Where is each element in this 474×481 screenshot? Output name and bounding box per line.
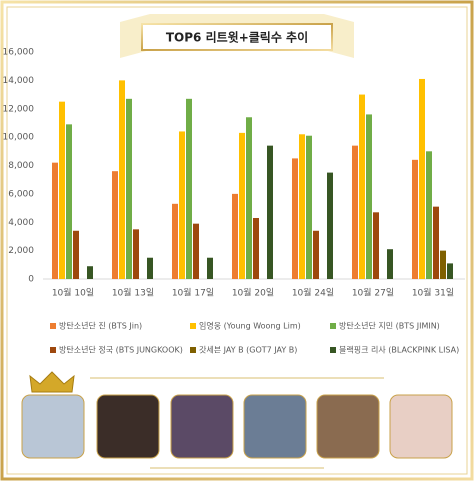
y-tick-label: 8,000: [8, 161, 34, 171]
bar: [73, 230, 79, 279]
bar: [119, 80, 125, 279]
bar: [126, 98, 132, 279]
y-tick-label: 4,000: [8, 218, 34, 228]
bar: [186, 98, 192, 279]
bar: [366, 114, 372, 279]
crown: [29, 371, 75, 393]
legend-label: 방탄소년단 정국 (BTS JUNGKOOK): [59, 345, 183, 355]
bar: [419, 78, 425, 279]
title-banner: [120, 14, 354, 58]
bar: [59, 101, 65, 279]
bar: [327, 172, 333, 279]
y-tick-label: 2,000: [8, 246, 34, 256]
bar: [306, 135, 312, 279]
bar: [299, 134, 305, 279]
bar: [426, 151, 432, 279]
bar: [66, 124, 72, 279]
y-tick-label: 6,000: [8, 189, 34, 199]
legend-swatch: [190, 347, 196, 353]
bar: [87, 266, 93, 279]
bar: [359, 94, 365, 279]
bar: [207, 257, 213, 279]
bar: [133, 229, 139, 279]
bar: [373, 212, 379, 279]
y-tick-label: 0: [28, 275, 34, 285]
photo: [170, 394, 234, 459]
y-tick-label: 10,000: [3, 133, 35, 143]
bar: [179, 131, 185, 279]
bar: [267, 145, 273, 279]
bar: [239, 132, 245, 279]
bar: [52, 162, 58, 279]
chart-title: TOP6 리트윗+클릭수 추이: [166, 30, 308, 45]
bar: [253, 217, 259, 279]
legend-swatch: [330, 323, 336, 329]
y-tick-label: 12,000: [3, 104, 35, 114]
bar: [352, 145, 358, 279]
legend-label: 방탄소년단 지민 (BTS JIMIN): [339, 321, 440, 331]
x-tick-label: 10월 17일: [172, 287, 214, 299]
x-tick-label: 10월 10일: [52, 287, 94, 299]
bar: [232, 193, 238, 279]
legend-swatch: [190, 323, 196, 329]
divider: [90, 377, 384, 469]
x-tick-label: 10월 13일: [112, 287, 154, 299]
photo: [21, 394, 85, 459]
bar: [412, 159, 418, 279]
y-tick-label: 14,000: [3, 76, 35, 86]
bar: [172, 203, 178, 279]
x-tick-label: 10월 24일: [292, 287, 334, 299]
legend-swatch: [50, 347, 56, 353]
bar: [147, 257, 153, 279]
x-tick-label: 10월 27일: [352, 287, 394, 299]
bar: [447, 263, 453, 279]
photo: [243, 394, 307, 459]
legend-swatch: [330, 347, 336, 353]
photo: [316, 394, 380, 459]
legend: 방탄소년단 진 (BTS Jin) 임영웅 (Young Woong Lim) 방탄…: [50, 321, 459, 355]
x-tick-label: 10월 31일: [412, 287, 454, 299]
bar: [246, 117, 252, 279]
legend-label: 블랙핑크 리사 (BLACKPINK LISA): [339, 345, 459, 355]
photo: [96, 394, 160, 459]
photo: [389, 394, 453, 459]
photos: [21, 394, 453, 459]
legend-label: 방탄소년단 진 (BTS Jin): [59, 321, 142, 331]
bar: [387, 249, 393, 279]
frame-inner: [6, 6, 468, 475]
y-tick-label: 16,000: [3, 48, 35, 58]
bar: [313, 230, 319, 279]
bar: [292, 158, 298, 279]
legend-label: 갓세븐 JAY B (GOT7 JAY B): [199, 345, 297, 355]
bar: [440, 250, 446, 279]
bar: [433, 206, 439, 279]
bar: [112, 171, 118, 279]
legend-label: 임영웅 (Young Woong Lim): [199, 321, 301, 331]
legend-swatch: [50, 323, 56, 329]
x-tick-label: 10월 20일: [232, 287, 274, 299]
bar: [193, 223, 199, 279]
